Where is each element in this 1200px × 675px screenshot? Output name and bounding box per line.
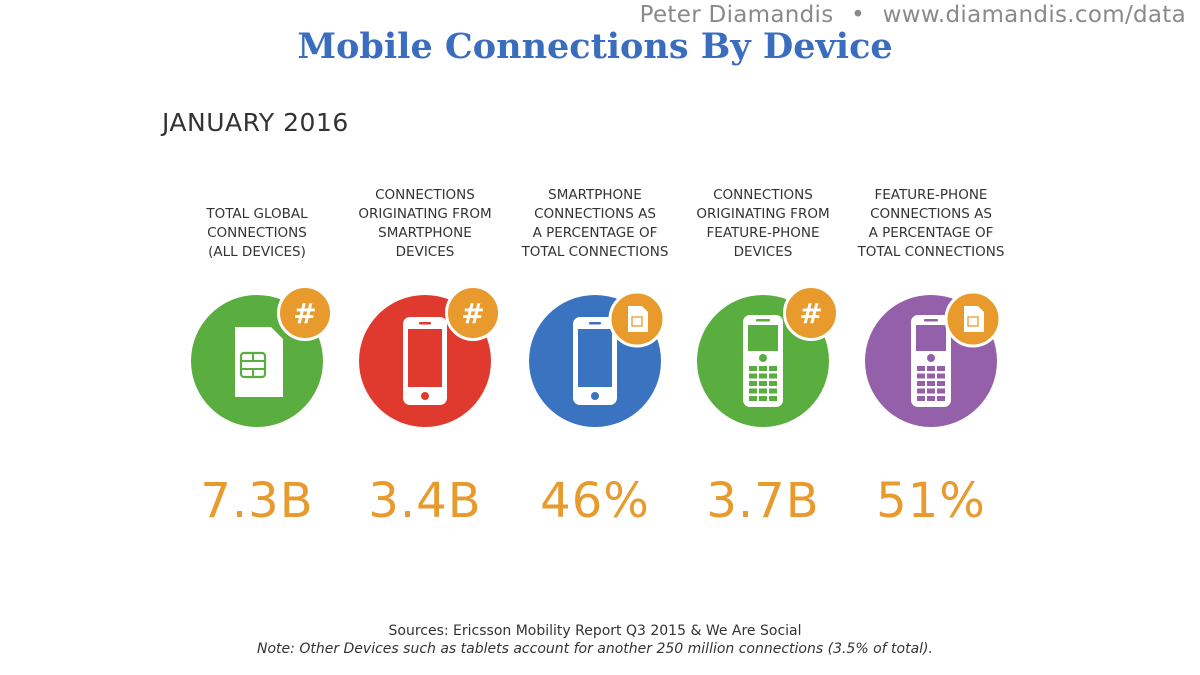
hash-badge-icon: # [445, 285, 501, 341]
stat-label-line: CONNECTIONS [713, 187, 813, 203]
stat-icon: # [359, 285, 501, 427]
stat-label-line: DEVICES [395, 244, 455, 260]
stat-label: FEATURE-PHONE CONNECTIONS AS A PERCENTAGE … [844, 172, 1019, 262]
stat-label: SMARTPHONE CONNECTIONS AS A PERCENTAGE OF T… [508, 172, 683, 262]
credit-line: Peter Diamandis • www.diamandis.com/data [640, 2, 1186, 28]
stat-icon: # [191, 285, 333, 427]
sim-card-icon [235, 327, 283, 397]
stat-label-line: CONNECTIONS AS [534, 206, 656, 222]
smartphone-icon [403, 317, 447, 405]
page-title: Mobile Connections By Device [297, 26, 893, 67]
stat-label-line: TOTAL CONNECTIONS [521, 244, 669, 260]
stat-label-line: SMARTPHONE [378, 225, 472, 241]
stat-label-line: TOTAL GLOBAL [206, 206, 308, 222]
stat-label-line: CONNECTIONS [207, 225, 307, 241]
stat-label-line: FEATURE-PHONE [706, 225, 820, 241]
stat-label-line: TOTAL CONNECTIONS [857, 244, 1005, 260]
stat-column: CONNECTIONS ORIGINATING FROM SMARTPHONE DEV… [340, 172, 510, 529]
stat-label: CONNECTIONS ORIGINATING FROM SMARTPHONE DEV… [338, 172, 513, 262]
hash-badge-icon: # [277, 285, 333, 341]
stat-value: 46% [540, 473, 650, 529]
stat-icon-svg [865, 290, 1002, 427]
stat-label-line: FEATURE-PHONE [874, 187, 988, 203]
note-text: Note: Other Devices such as tablets acco… [257, 641, 933, 657]
footer: Sources: Ericsson Mobility Report Q3 201… [0, 622, 1190, 658]
stat-label-line: DEVICES [733, 244, 793, 260]
stat-icon: # [697, 285, 839, 427]
stat-icon [529, 290, 666, 427]
stat-label: CONNECTIONS ORIGINATING FROM FEATURE-PHONE… [676, 172, 851, 262]
stat-icon-svg [529, 290, 666, 427]
credit-name: Peter Diamandis [639, 2, 834, 28]
stat-label-line: CONNECTIONS AS [870, 206, 992, 222]
stat-value: 3.7B [706, 473, 820, 529]
sim-badge-icon [608, 290, 666, 348]
hash-badge-icon: # [783, 285, 839, 341]
smartphone-icon [573, 317, 617, 405]
stat-label-line: (ALL DEVICES) [208, 244, 306, 260]
stat-label-line: ORIGINATING FROM [358, 206, 492, 222]
stat-label-line: A PERCENTAGE OF [868, 225, 994, 241]
stat-label-line: CONNECTIONS [375, 187, 475, 203]
stat-label-line: SMARTPHONE [548, 187, 642, 203]
stat-column: CONNECTIONS ORIGINATING FROM FEATURE-PHONE… [678, 172, 848, 529]
credit-separator: • [851, 2, 866, 28]
stat-value: 3.4B [368, 473, 482, 529]
feature-phone-icon [911, 315, 951, 407]
sim-badge-icon [944, 290, 1002, 348]
credit-url: www.diamandis.com/data [882, 2, 1186, 28]
feature-phone-icon [743, 315, 783, 407]
stat-label: TOTAL GLOBAL CONNECTIONS (ALL DEVICES) [170, 172, 345, 262]
stat-label-line: ORIGINATING FROM [696, 206, 830, 222]
stat-column: SMARTPHONE CONNECTIONS AS A PERCENTAGE OF T… [510, 172, 680, 529]
stat-icon [865, 290, 1002, 427]
sources-text: Sources: Ericsson Mobility Report Q3 201… [388, 623, 802, 639]
stat-column: TOTAL GLOBAL CONNECTIONS (ALL DEVICES) #7.3… [172, 172, 342, 529]
date-subtitle: JANUARY 2016 [162, 108, 349, 137]
stat-value: 7.3B [200, 473, 314, 529]
stat-value: 51% [876, 473, 986, 529]
stat-label-line: A PERCENTAGE OF [532, 225, 658, 241]
stat-column: FEATURE-PHONE CONNECTIONS AS A PERCENTAGE … [846, 172, 1016, 529]
